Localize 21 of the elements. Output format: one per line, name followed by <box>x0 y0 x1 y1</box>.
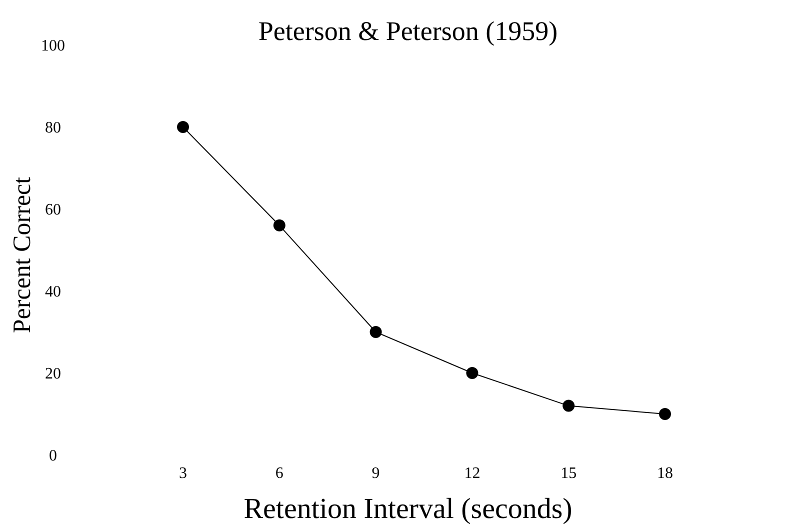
x-tick-label: 12 <box>464 465 480 482</box>
y-tick-label: 40 <box>45 284 61 301</box>
point <box>177 121 189 133</box>
point <box>466 367 478 379</box>
point <box>659 408 671 420</box>
x-tick-label: 18 <box>657 465 673 482</box>
x-tick-label: 15 <box>560 465 577 482</box>
x-tick-label: 6 <box>275 465 284 482</box>
point <box>370 326 382 338</box>
point <box>273 219 286 232</box>
y-tick-label: 20 <box>45 366 61 383</box>
x-tick-label: 3 <box>179 465 187 482</box>
y-axis-title: Percent Correct <box>9 176 36 334</box>
y-tick-label: 60 <box>45 202 61 219</box>
point <box>562 400 575 412</box>
x-axis-title: Retention Interval (seconds) <box>244 493 572 525</box>
x-tick-label: 9 <box>372 465 380 482</box>
chart-title: Peterson & Peterson (1959) <box>258 16 558 46</box>
y-tick-label: 80 <box>45 120 61 137</box>
y-tick-label: 0 <box>49 448 57 465</box>
y-tick-label: 100 <box>41 38 65 55</box>
